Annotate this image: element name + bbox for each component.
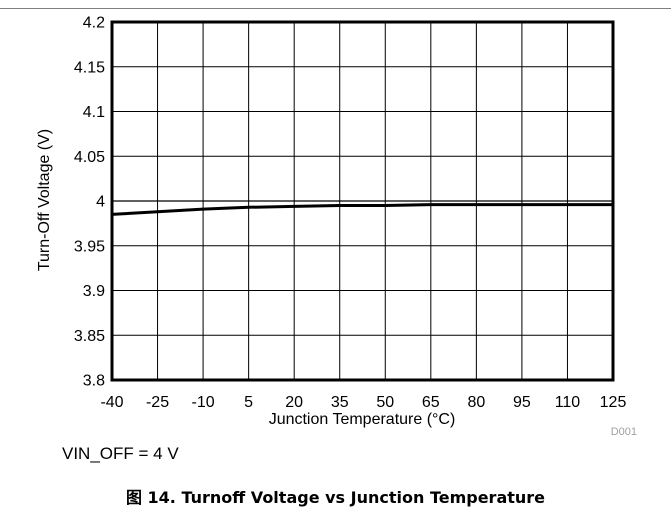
y-tick-label: 3.9 [83,283,105,300]
x-tick-label: 35 [331,394,349,411]
x-tick-label: 65 [422,394,440,411]
x-tick-label: 95 [513,394,531,411]
x-tick-label: -10 [192,394,215,411]
x-tick-label: 125 [600,394,627,411]
x-tick-label: 20 [285,394,303,411]
y-tick-label: 4.15 [74,59,105,76]
series-line [111,203,613,216]
figure-caption: 图 14. Turnoff Voltage vs Junction Temper… [125,488,546,507]
figure-id-annotation: D001 [611,426,637,438]
y-tick-label: 3.85 [74,328,105,345]
turnoff-voltage-chart: -40 -25 -10 5 20 35 50 65 80 95 110 125 3.8 3.85 3.9 3.… [36,15,637,439]
x-tick-label: 80 [467,394,485,411]
y-tick-label: 4.2 [83,15,105,32]
y-tick-label: 3.8 [83,373,105,390]
plot-frame-layer [110,20,615,382]
x-tick-label: -40 [100,394,123,411]
y-tick-label: 4.1 [83,104,105,121]
y-tick-label: 4 [96,194,105,211]
tick-label-layer: -40 -25 -10 5 20 35 50 65 80 95 110 125 3.8 3.85 3.9 3.… [74,15,627,412]
x-tick-label: 50 [376,394,394,411]
y-tick-label: 3.95 [74,238,105,255]
plot-frame [110,20,615,382]
x-tick-label: 5 [244,394,253,411]
series-layer [111,203,613,216]
x-axis-label: Junction Temperature (°C) [269,411,456,428]
top-divider [0,8,671,9]
y-axis-label: Turn-Off Voltage (V) [36,129,53,271]
y-tick-label: 4.05 [74,149,105,166]
x-tick-label: -25 [146,394,169,411]
x-tick-label: 110 [555,394,581,411]
condition-note: VIN_OFF = 4 V [62,444,179,463]
